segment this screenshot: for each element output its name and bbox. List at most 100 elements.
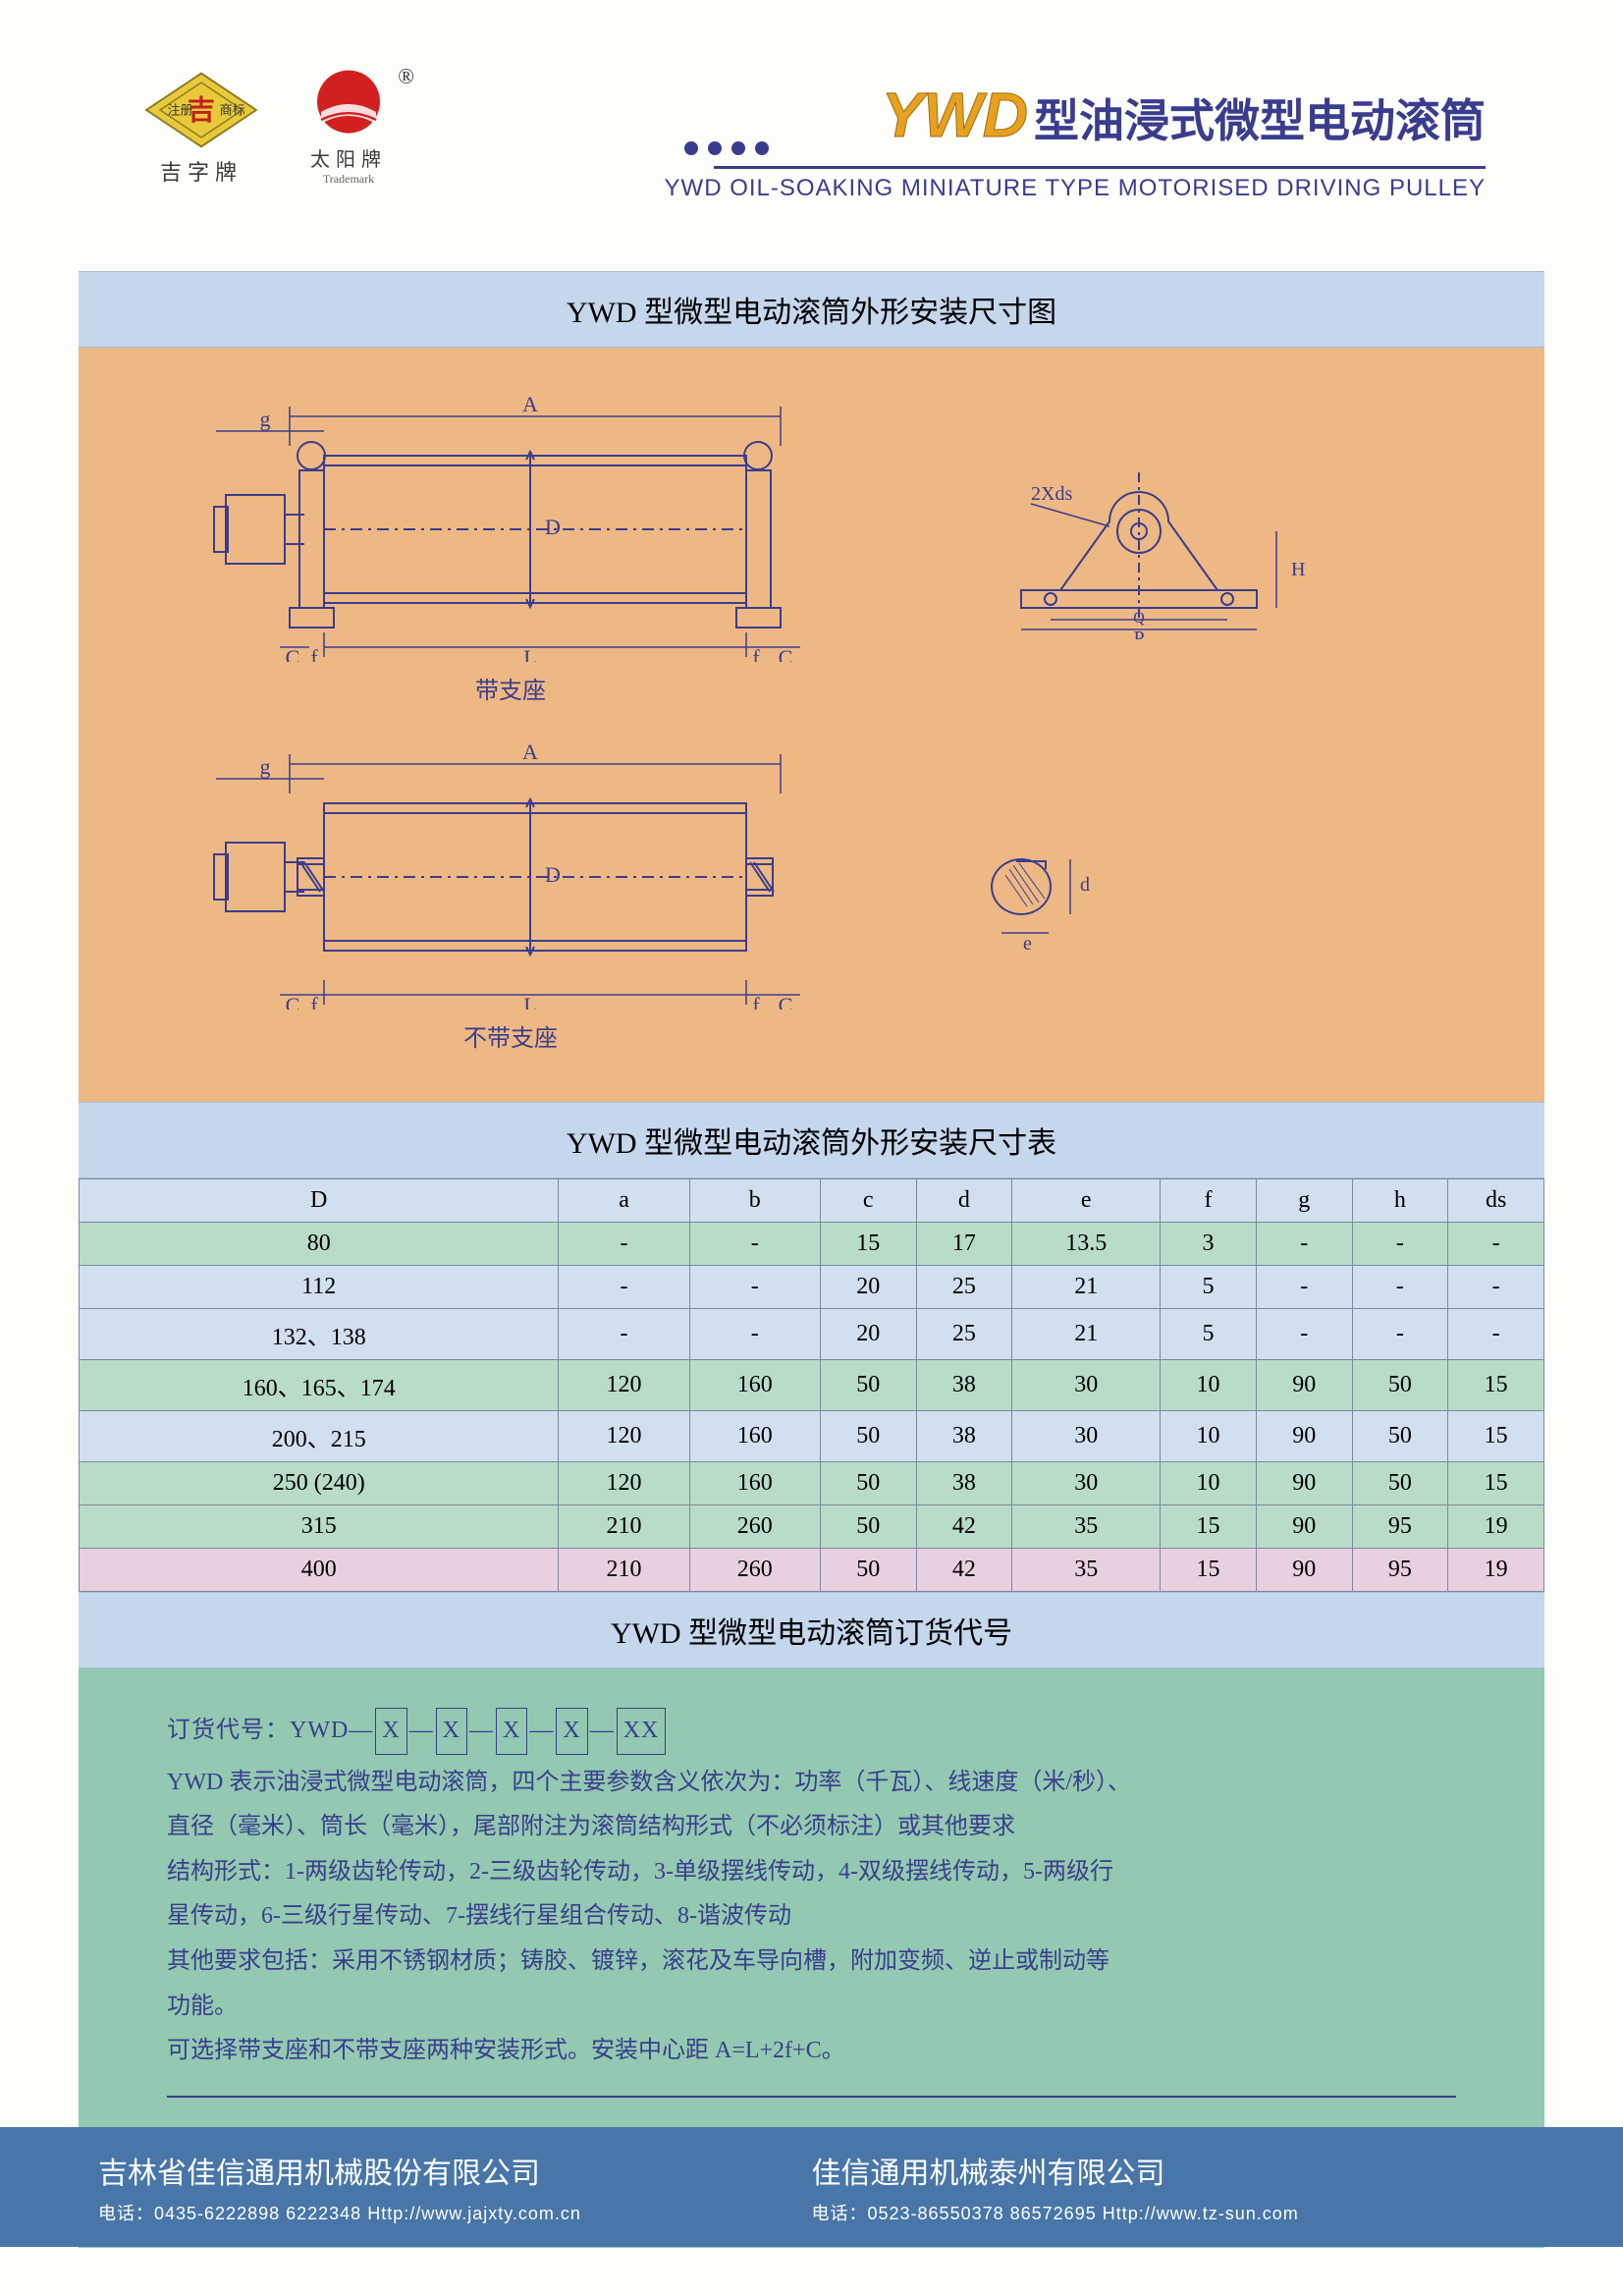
- svg-text:P: P: [1133, 628, 1144, 639]
- table-header-cell: a: [559, 1179, 689, 1223]
- table-header-cell: b: [689, 1179, 820, 1223]
- registered-icon: ®: [398, 64, 414, 89]
- footer-contact-2: 电话：0523-86550378 86572695 Http://www.tz-…: [812, 2200, 1526, 2225]
- table-cell: 21: [1012, 1309, 1161, 1360]
- table-cell: -: [1256, 1309, 1352, 1360]
- table-cell: 90: [1256, 1360, 1352, 1411]
- svg-text:C: C: [779, 645, 793, 662]
- diagram-section-title: YWD 型微型电动滚筒外形安装尺寸图: [79, 271, 1544, 348]
- table-header-cell: ds: [1448, 1179, 1544, 1223]
- table-cell: 210: [559, 1505, 689, 1549]
- table-cell: 38: [916, 1462, 1012, 1505]
- title-cn: 型油浸式微型电动滚筒: [1034, 85, 1486, 150]
- order-placeholder: X: [496, 1708, 527, 1755]
- table-cell: 15: [1161, 1505, 1257, 1549]
- table-cell: 30: [1012, 1462, 1161, 1505]
- title-en: YWD OIL-SOAKING MINIATURE TYPE MOTORISED…: [665, 175, 1486, 202]
- logo1-right-text: 商标: [220, 103, 245, 118]
- table-header-cell: D: [80, 1179, 559, 1223]
- table-cell: 210: [559, 1549, 689, 1592]
- footer-company-2: 佳信通用机械泰州有限公司: [812, 2149, 1526, 2192]
- logo-jizipai: 注册 商标 吉 吉字牌: [137, 69, 265, 187]
- table-cell: 30: [1012, 1411, 1161, 1462]
- table-cell: 5: [1161, 1309, 1257, 1360]
- svg-text:d: d: [1080, 874, 1090, 896]
- table-header-cell: d: [916, 1179, 1012, 1223]
- table-cell: 35: [1012, 1549, 1161, 1592]
- table-header-cell: c: [820, 1179, 916, 1223]
- page-header: 注册 商标 吉 吉字牌 ® 太阳牌 Trademark YWD 型油浸式微型电动…: [0, 0, 1623, 222]
- table-row: 160、165、17412016050383010905015: [80, 1360, 1544, 1411]
- table-cell: 112: [80, 1266, 559, 1309]
- table-cell: 50: [820, 1462, 916, 1505]
- diagram-caption-2: 不带支座: [118, 1018, 903, 1053]
- table-cell: 50: [820, 1549, 916, 1592]
- table-cell: 19: [1448, 1505, 1544, 1549]
- table-cell: 120: [559, 1411, 689, 1462]
- table-cell: -: [1448, 1223, 1544, 1266]
- table-cell: -: [1352, 1266, 1448, 1309]
- table-cell: 20: [820, 1309, 916, 1360]
- table-cell: 10: [1161, 1462, 1257, 1505]
- footer-contact-1: 电话：0435-6222898 6222348 Http://www.jajxt…: [98, 2200, 812, 2225]
- table-cell: 50: [820, 1505, 916, 1549]
- table-cell: 260: [689, 1505, 820, 1549]
- content: YWD 型微型电动滚筒外形安装尺寸图: [79, 271, 1544, 2248]
- table-cell: -: [1256, 1223, 1352, 1266]
- table-cell: 50: [1352, 1411, 1448, 1462]
- table-cell: 160: [689, 1462, 820, 1505]
- table-cell: 20: [820, 1266, 916, 1309]
- title-ywd: YWD: [882, 79, 1028, 151]
- logo1-label: 吉字牌: [160, 155, 243, 187]
- table-row: 40021026050423515909519: [80, 1549, 1544, 1592]
- table-cell: 90: [1256, 1505, 1352, 1549]
- table-cell: 120: [559, 1462, 689, 1505]
- svg-text:H: H: [1291, 559, 1305, 580]
- order-placeholder: XX: [617, 1708, 667, 1755]
- order-code-line: 订货代号：YWD—X—X—X—X—XX: [167, 1708, 1456, 1755]
- table-cell: -: [689, 1266, 820, 1309]
- svg-text:f: f: [752, 993, 760, 1010]
- table-cell: 400: [80, 1549, 559, 1592]
- footer-col-2: 佳信通用机械泰州有限公司 电话：0523-86550378 86572695 H…: [812, 2149, 1526, 2225]
- table-cell: 15: [1448, 1462, 1544, 1505]
- footer-col-1: 吉林省佳信通用机械股份有限公司 电话：0435-6222898 6222348 …: [98, 2149, 812, 2225]
- table-cell: 25: [916, 1309, 1012, 1360]
- svg-text:D: D: [545, 515, 561, 539]
- table-header-cell: e: [1012, 1179, 1161, 1223]
- dimensions-table: Dabcdefghds 80--151713.53---112--2025215…: [79, 1178, 1544, 1592]
- table-header-cell: f: [1161, 1179, 1257, 1223]
- table-cell: 30: [1012, 1360, 1161, 1411]
- logo1-char-text: 吉: [188, 94, 215, 126]
- table-cell: 50: [1352, 1360, 1448, 1411]
- order-placeholder: X: [436, 1708, 467, 1755]
- diagram-without-support-side: d e: [962, 820, 1159, 957]
- table-cell: 95: [1352, 1549, 1448, 1592]
- order-text-line: 功能。: [167, 1985, 1456, 2030]
- diagram-without-support-main: A g L C f f C D: [118, 725, 903, 1010]
- table-cell: 19: [1448, 1549, 1544, 1592]
- table-cell: 42: [916, 1505, 1012, 1549]
- table-cell: -: [1448, 1266, 1544, 1309]
- svg-text:D: D: [545, 862, 561, 887]
- order-text-line: 直径（毫米）、筒长（毫米），尾部附注为滚筒结构形式（不必须标注）或其他要求: [167, 1805, 1456, 1850]
- table-cell: -: [559, 1266, 689, 1309]
- table-cell: 35: [1012, 1505, 1161, 1549]
- table-cell: -: [559, 1309, 689, 1360]
- table-cell: 15: [1448, 1360, 1544, 1411]
- svg-text:e: e: [1023, 933, 1032, 955]
- table-row: 112--2025215---: [80, 1266, 1544, 1309]
- svg-text:L: L: [523, 645, 536, 662]
- table-cell: -: [689, 1309, 820, 1360]
- svg-text:2Xds: 2Xds: [1031, 483, 1072, 505]
- table-cell: 13.5: [1012, 1223, 1161, 1266]
- table-cell: 50: [820, 1360, 916, 1411]
- svg-text:C: C: [286, 993, 300, 1010]
- table-cell: 3: [1161, 1223, 1257, 1266]
- table-row: 132、138--2025215---: [80, 1309, 1544, 1360]
- table-section-title: YWD 型微型电动滚筒外形安装尺寸表: [79, 1102, 1544, 1178]
- table-cell: 42: [916, 1549, 1012, 1592]
- svg-text:f: f: [310, 645, 318, 662]
- table-cell: 10: [1161, 1411, 1257, 1462]
- page-footer: 吉林省佳信通用机械股份有限公司 电话：0435-6222898 6222348 …: [0, 2127, 1623, 2247]
